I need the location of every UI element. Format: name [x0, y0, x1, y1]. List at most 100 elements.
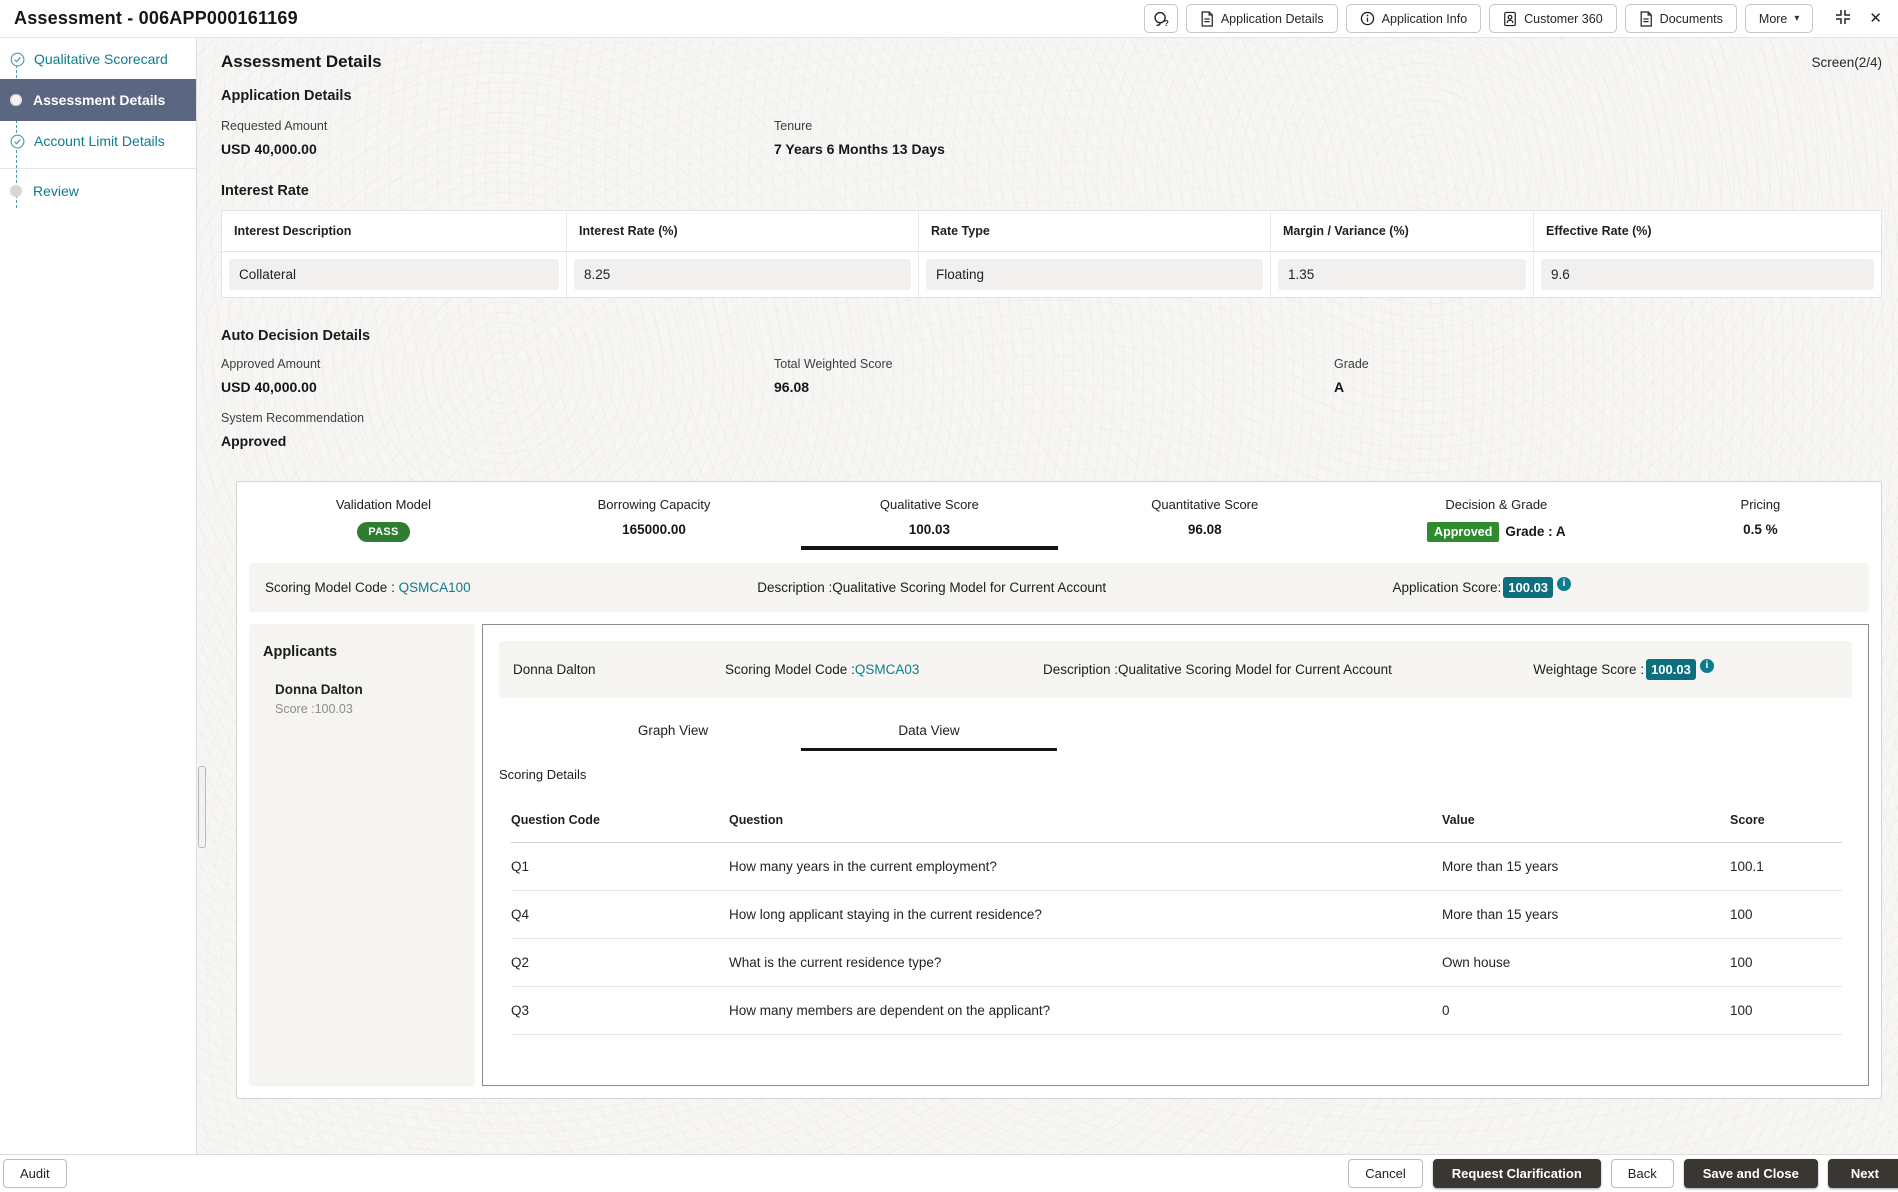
total-weighted-score-value: 96.08	[774, 379, 810, 395]
sidebar-item-assessment-details[interactable]: Assessment Details	[0, 79, 196, 121]
column-header: Margin / Variance (%)	[1271, 211, 1534, 252]
customer-query-button[interactable]: ?	[1143, 4, 1178, 33]
application-info-label: Application Info	[1381, 11, 1468, 26]
documents-button[interactable]: Documents	[1624, 4, 1737, 33]
sidebar-item-label: Account Limit Details	[34, 133, 165, 149]
window-controls: ✕	[1835, 9, 1882, 28]
toolbar: ? Application Details Application Info	[1143, 4, 1888, 33]
main-content: Assessment Details Screen(2/4) Applicati…	[197, 38, 1898, 1154]
applicant-detail-name: Donna Dalton	[513, 661, 596, 677]
margin-variance-value: 1.35	[1278, 259, 1526, 290]
next-button[interactable]: Next	[1827, 1159, 1898, 1188]
column-header: Value	[1442, 812, 1475, 827]
requested-amount-value: USD 40,000.00	[221, 141, 317, 157]
table-row: Q3 How many members are dependent on the…	[511, 987, 1842, 1035]
system-recommendation-label: System Recommendation	[221, 411, 365, 425]
close-icon[interactable]: ✕	[1869, 10, 1882, 27]
tenure-field: Tenure 7 Years 6 Months 13 Days	[774, 119, 1334, 157]
save-and-close-button[interactable]: Save and Close	[1683, 1159, 1818, 1188]
applicants-panel: Applicants Donna Dalton Score :100.03	[249, 623, 475, 1086]
metric-quantitative-score[interactable]: Quantitative Score 96.08	[1151, 497, 1259, 537]
column-header: Effective Rate (%)	[1534, 211, 1881, 252]
metric-pricing[interactable]: Pricing 0.5 %	[1740, 497, 1781, 537]
step-sidebar: Qualitative Scorecard Assessment Details…	[0, 38, 197, 1154]
scoring-model-code-label: Scoring Model Code :	[265, 579, 399, 595]
collapse-icon[interactable]	[1835, 9, 1851, 28]
info-icon[interactable]: i	[1557, 576, 1572, 591]
head-question-icon: ?	[1152, 10, 1170, 28]
application-score-label: Application Score:	[1392, 579, 1502, 595]
tenure-value: 7 Years 6 Months 13 Days	[774, 141, 945, 157]
app-body: Qualitative Scorecard Assessment Details…	[0, 38, 1898, 1154]
interest-rate-table-header: Interest Description Interest Rate (%) R…	[222, 211, 1881, 252]
application-info-button[interactable]: Application Info	[1345, 4, 1482, 33]
screen-indicator: Screen(2/4)	[1811, 55, 1882, 70]
sidebar-item-label: Review	[33, 183, 79, 199]
auto-decision-fields: Approved Amount USD 40,000.00 Total Weig…	[221, 357, 1882, 395]
interest-description-value: Collateral	[229, 259, 559, 290]
approved-badge: Approved	[1427, 522, 1500, 542]
metric-validation-model[interactable]: Validation Model PASS	[249, 497, 518, 550]
applicants-title: Applicants	[263, 643, 338, 660]
column-header: Rate Type	[919, 211, 1271, 252]
metric-qualitative-score[interactable]: Qualitative Score 100.03	[790, 497, 1069, 550]
requested-amount-field: Requested Amount USD 40,000.00	[221, 119, 774, 157]
grade-label: Grade	[1334, 357, 1369, 371]
more-label: More	[1758, 11, 1788, 26]
model-code-link[interactable]: QSMCA03	[854, 661, 920, 677]
cancel-button[interactable]: Cancel	[1348, 1159, 1423, 1188]
auto-decision-section-title: Auto Decision Details	[221, 328, 371, 344]
action-footer: Audit Cancel Request Clarification Back …	[0, 1154, 1898, 1192]
sidebar-item-qualitative-scorecard[interactable]: Qualitative Scorecard	[0, 42, 196, 76]
scoring-model-code-link[interactable]: QSMCA100	[398, 579, 471, 595]
approved-amount-value: USD 40,000.00	[221, 379, 317, 395]
applicant-list-item[interactable]: Donna Dalton Score :100.03	[263, 682, 461, 716]
metric-decision-grade[interactable]: Decision & Grade Approved Grade : A	[1341, 497, 1652, 550]
sidebar-item-account-limit-details[interactable]: Account Limit Details	[0, 124, 196, 158]
pass-badge: PASS	[357, 522, 410, 542]
vertical-scrollbar-thumb[interactable]	[198, 766, 206, 848]
metric-borrowing-capacity[interactable]: Borrowing Capacity 165000.00	[597, 497, 711, 537]
tab-data-view[interactable]: Data View	[801, 714, 1057, 751]
customer-360-button[interactable]: Customer 360	[1489, 4, 1617, 33]
applicant-detail-panel: Donna Dalton Scoring Model Code :QSMCA03…	[482, 623, 1869, 1086]
column-header: Question Code	[511, 812, 600, 827]
model-description: Description :Qualitative Scoring Model f…	[1043, 661, 1392, 677]
grade-text: Grade : A	[1505, 524, 1566, 539]
table-row: Q4 How long applicant staying in the cur…	[511, 891, 1842, 939]
scoring-model-description: Description :Qualitative Scoring Model f…	[757, 579, 1107, 595]
check-circle-icon	[10, 52, 25, 67]
column-header: Question	[729, 812, 784, 827]
total-weighted-score-label: Total Weighted Score	[774, 357, 893, 371]
weightage-score-label: Weightage Score :	[1533, 661, 1645, 677]
more-button[interactable]: More ▾	[1744, 4, 1814, 33]
info-icon	[1360, 11, 1375, 26]
document-icon	[1200, 10, 1214, 27]
total-weighted-score-field: Total Weighted Score 96.08	[774, 357, 1334, 395]
applicant-score: Score :100.03	[275, 701, 353, 716]
table-row: Collateral 8.25 Floating 1.35 9.6	[222, 252, 1881, 297]
system-recommendation-field: System Recommendation Approved	[221, 411, 1882, 449]
tab-graph-view[interactable]: Graph View	[637, 722, 709, 738]
audit-button[interactable]: Audit	[3, 1159, 67, 1188]
scoring-model-strip: Scoring Model Code : QSMCA100 Descriptio…	[249, 562, 1869, 612]
documents-icon	[1639, 10, 1653, 27]
column-header: Score	[1730, 812, 1765, 827]
scoring-details-label: Scoring Details	[499, 766, 587, 782]
applicant-name: Donna Dalton	[275, 681, 363, 697]
chevron-down-icon: ▾	[1794, 13, 1800, 24]
documents-label: Documents	[1659, 11, 1723, 26]
applicants-area: Applicants Donna Dalton Score :100.03 Do…	[249, 623, 1869, 1086]
application-details-button[interactable]: Application Details	[1185, 4, 1338, 33]
weightage-score-badge: 100.03	[1646, 658, 1696, 680]
info-icon[interactable]: i	[1699, 658, 1714, 673]
application-score-badge: 100.03	[1503, 576, 1554, 598]
assessment-summary-card: Validation Model PASS Borrowing Capacity…	[236, 481, 1882, 1099]
person-card-icon	[1503, 11, 1517, 27]
sidebar-item-review[interactable]: Review	[0, 168, 196, 208]
sidebar-item-label: Qualitative Scorecard	[34, 51, 168, 67]
title-bar: Assessment - 006APP000161169 ? Applicati…	[0, 0, 1898, 38]
requested-amount-label: Requested Amount	[221, 119, 328, 133]
request-clarification-button[interactable]: Request Clarification	[1432, 1159, 1601, 1188]
back-button[interactable]: Back	[1610, 1159, 1674, 1188]
